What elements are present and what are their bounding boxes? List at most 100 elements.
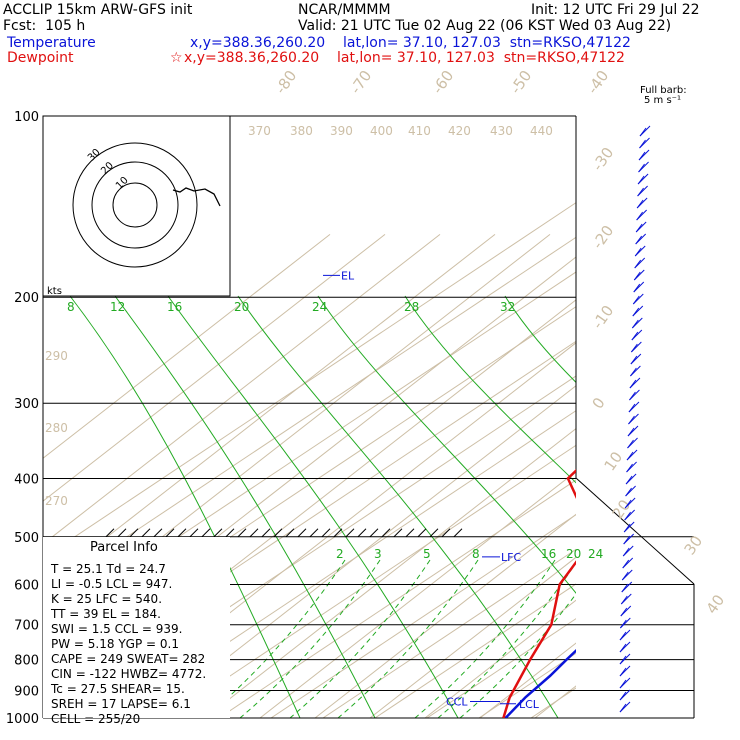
- wind-barb-flag: [619, 691, 627, 701]
- mixing-ratio-label: 5: [423, 547, 431, 561]
- pressure-label: 500: [14, 531, 39, 546]
- mixing-ratio-label: 3: [374, 547, 382, 561]
- wind-barb-flag: [627, 439, 634, 449]
- freezing-hatch: [345, 528, 355, 538]
- wind-barb-flag: [628, 403, 636, 413]
- valid-time: Valid: 21 UTC Tue 02 Aug 22 (06 KST Wed …: [298, 18, 672, 34]
- mixing-ratio-curve: [504, 295, 576, 384]
- isotherm-line: [322, 548, 576, 718]
- mixing-ratio-label: 28: [404, 300, 419, 314]
- dashed-mixing-curve: [414, 559, 556, 718]
- parcel-row: K = 25 LFC = 540.: [51, 592, 162, 606]
- parcel-title: Parcel Info: [90, 540, 158, 555]
- hodograph-frame: [42, 115, 231, 297]
- isotherm-line: [687, 116, 740, 718]
- wind-barb-flag: [620, 595, 628, 605]
- freezing-hatch: [201, 528, 211, 538]
- freezing-hatch: [417, 528, 427, 538]
- isotherm-line: [166, 444, 576, 718]
- wind-barb-flag: [627, 427, 635, 437]
- parcel-row: SREH = 17 LAPSE= 6.1: [51, 697, 191, 711]
- theta-label: 410: [408, 124, 431, 138]
- adiabat-line: [204, 427, 576, 718]
- mixing-ratio-curve: [114, 295, 376, 718]
- mixing-ratio-label: 2: [336, 547, 344, 561]
- mixing-ratio-label: 20: [234, 300, 249, 314]
- temperature-legend: Temperature: [7, 35, 96, 51]
- mixing-ratio-curve: [167, 295, 459, 718]
- isotherm-label: -60: [429, 67, 458, 97]
- adiabat-line: [479, 642, 576, 718]
- wind-barb-flag: [622, 559, 630, 569]
- freezing-hatch: [117, 528, 127, 538]
- init-time: Init: 12 UTC Fri 29 Jul 22: [531, 2, 700, 18]
- plot-right-slant: [575, 477, 695, 585]
- adiabat-line: [590, 234, 740, 718]
- mixing-ratio-curve: [404, 295, 576, 484]
- wind-barb-flag: [631, 319, 639, 329]
- wind-barb-flag: [630, 355, 638, 365]
- freezing-hatch: [153, 528, 163, 538]
- barb-key-title: Full barb:: [640, 85, 687, 96]
- isotherm-label: 0: [589, 394, 609, 412]
- wind-barb-flag: [620, 607, 628, 617]
- wind-barb-flag: [619, 631, 627, 641]
- adiabat-line: [149, 385, 576, 718]
- wind-barb-flag: [629, 391, 636, 401]
- model-title: ACCLIP 15km ARW-GFS init: [3, 2, 193, 18]
- pressure-label: 400: [14, 472, 39, 487]
- pressure-label: 600: [14, 578, 39, 593]
- wind-barb-flag: [630, 343, 638, 353]
- freezing-hatch: [453, 528, 463, 538]
- wind-barb-flag: [636, 199, 644, 209]
- adiabat-line: [645, 234, 740, 718]
- adiabat-line: [43, 234, 386, 502]
- wind-barb-flag: [633, 283, 641, 293]
- mixing-ratio-curve: [69, 295, 301, 718]
- isotherm-line: [114, 410, 576, 718]
- wind-barb-flag: [632, 295, 640, 305]
- wind-barb-flag: [619, 679, 627, 689]
- wind-barb-flag: [619, 619, 627, 629]
- hodograph-ring: [91, 161, 179, 249]
- mixing-ratio-label: 16: [541, 547, 556, 561]
- theta-label: 370: [248, 124, 271, 138]
- adiabat-line: [314, 513, 576, 718]
- isotherm-label: 10: [601, 448, 627, 474]
- wind-barb-flag: [636, 211, 644, 221]
- lcl-label: LCL: [519, 698, 540, 711]
- theta-label: 440: [530, 124, 553, 138]
- wind-barb-flag: [634, 259, 642, 269]
- pressure-label: 900: [14, 684, 39, 699]
- isotherm-label: 40: [703, 591, 729, 617]
- isotherm-label: -70: [347, 67, 376, 97]
- wind-barb-flag: [619, 655, 627, 665]
- wind-barb-flag: [619, 703, 627, 713]
- wind-barb-flag: [635, 235, 643, 245]
- theta-label: 420: [448, 124, 471, 138]
- freezing-hatch: [309, 528, 319, 538]
- freezing-hatch: [105, 528, 115, 538]
- isotherm-label: -80: [272, 67, 301, 97]
- dewpoint-location: x,y=388.36,260.20 lat,lon= 37.10, 127.03…: [184, 50, 625, 66]
- wind-barb-flag: [635, 223, 643, 233]
- freezing-hatch: [405, 528, 415, 538]
- star-icon: ☆: [170, 50, 183, 66]
- isotherm-line: [43, 202, 576, 559]
- mixing-ratio-label: 24: [312, 300, 327, 314]
- wind-barb-flag: [623, 523, 631, 533]
- mixing-ratio-label: 8: [67, 300, 75, 314]
- adiabat-line: [43, 234, 551, 631]
- adiabat-line: [369, 556, 576, 718]
- forecast-hour: Fcst: 105 h: [3, 18, 86, 34]
- pressure-label: 200: [14, 291, 39, 306]
- isotherm-label: -20: [589, 222, 618, 252]
- isotherm-line: [43, 236, 576, 594]
- wind-barb-flag: [621, 583, 629, 593]
- theta-label: 430: [490, 124, 513, 138]
- ccl-label: CCL: [446, 696, 468, 709]
- adiabat-line: [700, 234, 740, 718]
- wind-barb-flag: [623, 535, 631, 545]
- freezing-hatch: [297, 528, 307, 538]
